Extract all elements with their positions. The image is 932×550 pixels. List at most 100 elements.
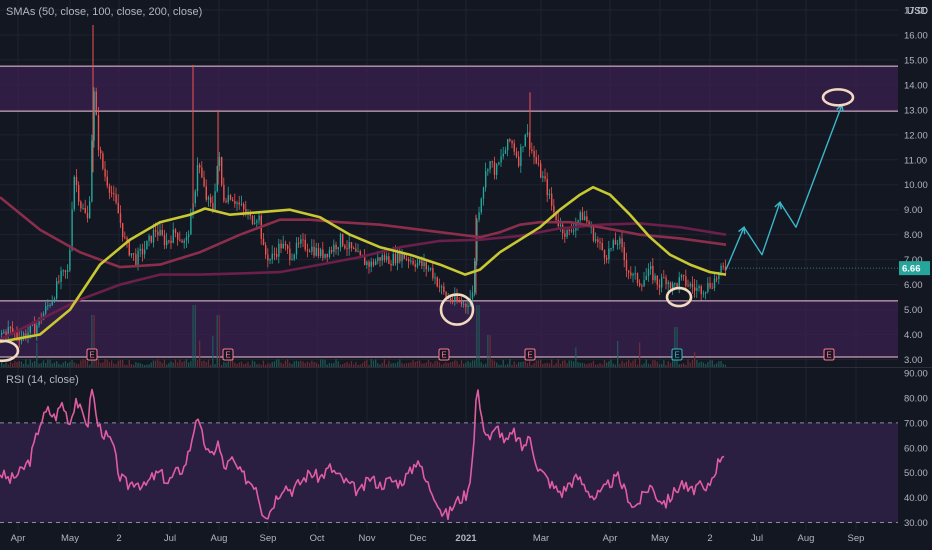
price-tick-label: 17.00 bbox=[904, 5, 928, 16]
earnings-marker[interactable]: E bbox=[86, 348, 98, 361]
candle bbox=[647, 263, 650, 282]
candle-body bbox=[188, 234, 190, 237]
volume-bar bbox=[447, 363, 449, 367]
candle-body bbox=[53, 298, 56, 301]
volume-bar bbox=[419, 360, 421, 367]
rsi-legend[interactable]: RSI (14, close) bbox=[6, 374, 79, 386]
candle-body bbox=[401, 253, 403, 262]
candle-body bbox=[267, 254, 269, 261]
volume-bar bbox=[97, 359, 100, 367]
candle-body bbox=[672, 283, 674, 289]
candle-body bbox=[229, 195, 232, 200]
rsi-tick-label: 80.00 bbox=[904, 393, 928, 404]
price-legend[interactable]: SMAs (50, close, 100, close, 200, close) bbox=[6, 6, 203, 18]
candle bbox=[443, 282, 445, 295]
volume-bar bbox=[144, 364, 146, 367]
earnings-marker[interactable]: E bbox=[671, 348, 683, 361]
rsi-tick-label: 70.00 bbox=[904, 418, 928, 429]
candle bbox=[166, 232, 168, 249]
candle-body bbox=[634, 273, 636, 275]
candle-body bbox=[216, 165, 218, 192]
volume-bar bbox=[75, 363, 78, 367]
earnings-marker[interactable]: E bbox=[222, 348, 234, 361]
projection-arrowhead bbox=[774, 200, 782, 210]
volume-bar bbox=[399, 359, 401, 367]
candle bbox=[423, 253, 425, 273]
sma-50-line bbox=[0, 185, 727, 344]
candle bbox=[452, 296, 454, 305]
candle bbox=[304, 234, 306, 252]
candle bbox=[353, 246, 355, 250]
candle-body bbox=[337, 247, 339, 250]
volume-bar bbox=[586, 364, 588, 367]
volume-bar bbox=[276, 359, 278, 367]
volume-bar bbox=[452, 361, 454, 367]
rsi-tick-label: 30.00 bbox=[904, 518, 928, 529]
volume-bar bbox=[480, 362, 482, 367]
candle bbox=[179, 231, 181, 242]
volume-bar bbox=[293, 361, 295, 367]
candle bbox=[225, 197, 227, 204]
candle-body bbox=[73, 176, 75, 210]
candle bbox=[36, 322, 38, 341]
earnings-marker[interactable]: E bbox=[823, 348, 835, 361]
price-tick-label: 4.00 bbox=[904, 330, 923, 341]
candle-body bbox=[614, 240, 617, 245]
volume-bar bbox=[95, 360, 97, 367]
candle-body bbox=[667, 282, 669, 284]
volume-bar bbox=[60, 364, 62, 367]
candle-body bbox=[293, 254, 295, 260]
candle-body bbox=[251, 215, 254, 224]
candle-body bbox=[128, 240, 130, 256]
sma-100-line bbox=[0, 196, 727, 269]
volume-bar bbox=[282, 363, 284, 367]
candle bbox=[630, 266, 632, 279]
candle-body bbox=[291, 259, 293, 261]
volume-bar bbox=[84, 359, 86, 367]
volume-bar bbox=[23, 363, 25, 367]
volume-bar bbox=[421, 363, 423, 367]
candle bbox=[146, 240, 148, 250]
candle bbox=[60, 266, 62, 290]
candle bbox=[617, 239, 619, 250]
candle-body bbox=[632, 273, 634, 276]
volume-bar bbox=[498, 364, 500, 367]
candle bbox=[355, 242, 357, 253]
candle bbox=[78, 181, 80, 206]
candle bbox=[227, 186, 229, 205]
volume-bar bbox=[430, 362, 432, 367]
volume-bar bbox=[49, 359, 51, 367]
candle-body bbox=[317, 248, 320, 257]
volume-bar bbox=[5, 362, 7, 367]
candle bbox=[168, 239, 170, 244]
volume-bar bbox=[31, 362, 34, 367]
earnings-marker[interactable]: E bbox=[438, 348, 450, 361]
candle bbox=[359, 249, 361, 257]
candle bbox=[284, 240, 287, 251]
candle bbox=[509, 137, 511, 143]
candle bbox=[49, 302, 51, 308]
candle bbox=[144, 241, 146, 259]
candle bbox=[34, 316, 36, 334]
volume-bar bbox=[568, 360, 570, 367]
candle bbox=[551, 187, 553, 211]
candle-body bbox=[647, 269, 650, 277]
candle bbox=[438, 278, 441, 293]
candle bbox=[524, 133, 526, 147]
candle bbox=[471, 285, 474, 306]
volume-bar bbox=[691, 359, 694, 367]
earnings-marker[interactable]: E bbox=[524, 348, 536, 361]
candle-body bbox=[126, 237, 128, 241]
candle-body bbox=[214, 191, 216, 210]
candle bbox=[436, 276, 438, 288]
volume-bar bbox=[482, 364, 485, 367]
candle bbox=[685, 269, 687, 292]
volume-bar bbox=[34, 360, 36, 367]
candle-body bbox=[478, 212, 480, 220]
volume-bar bbox=[78, 364, 80, 367]
candle-body bbox=[489, 161, 491, 170]
volume-bar bbox=[707, 361, 709, 367]
volume-bar bbox=[130, 364, 133, 367]
